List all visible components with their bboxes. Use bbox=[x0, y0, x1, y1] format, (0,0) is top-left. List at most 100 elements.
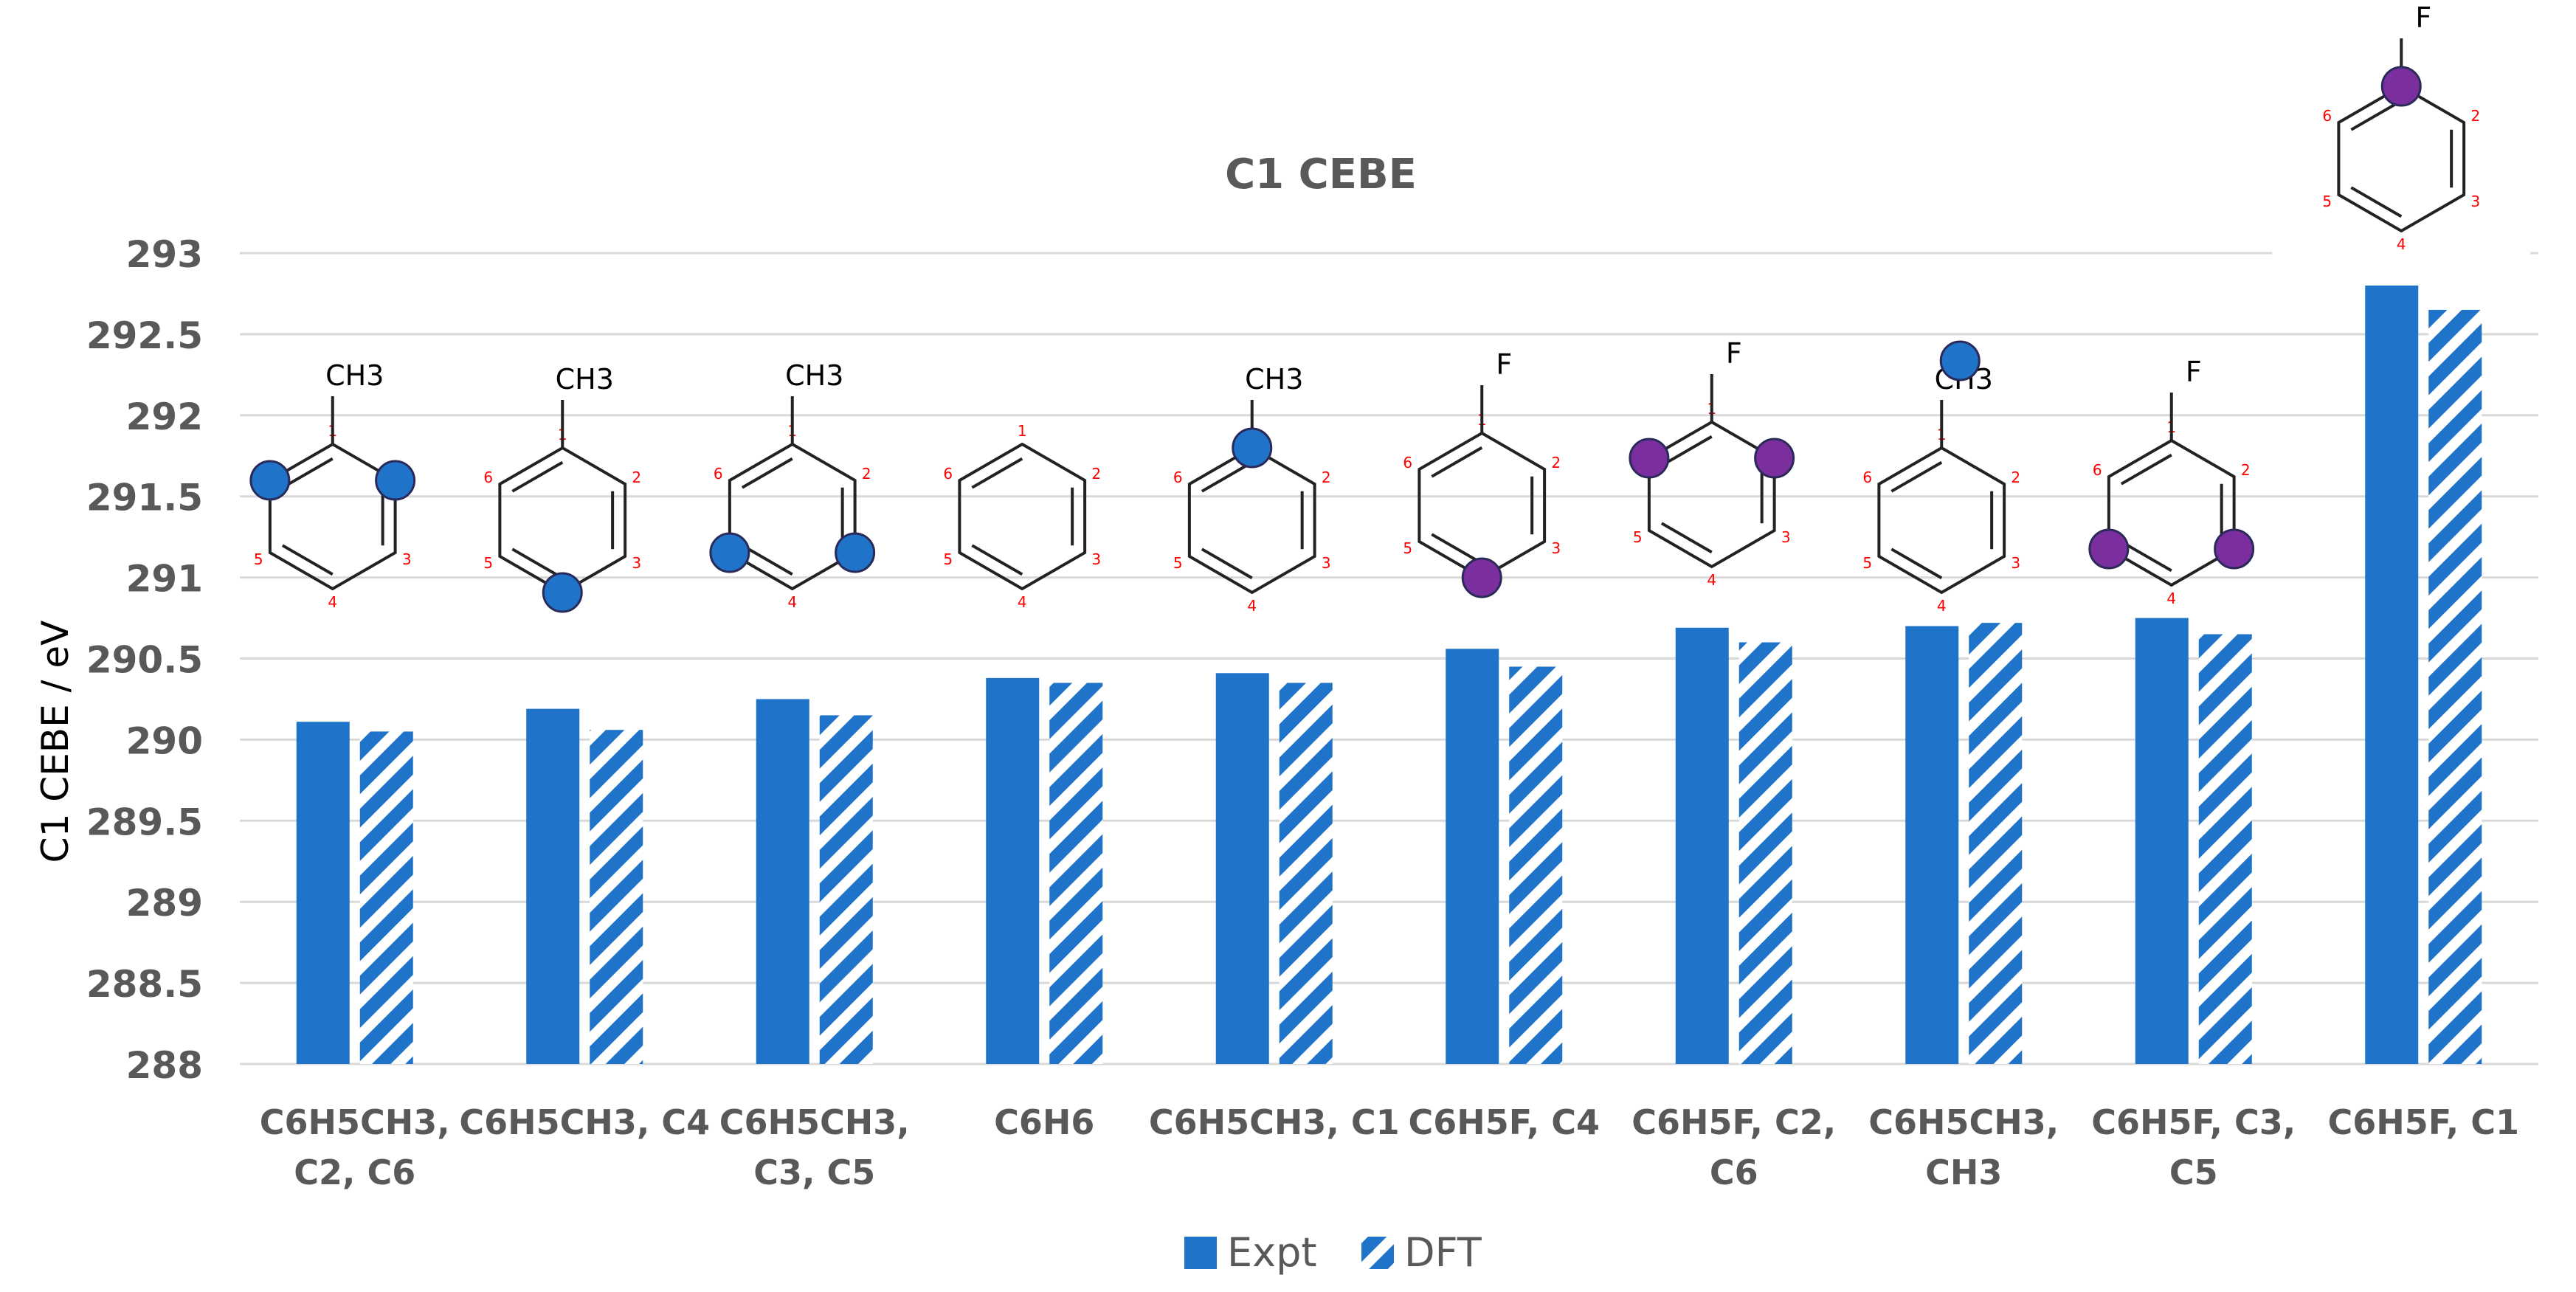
ring-position-number: 6 bbox=[1173, 469, 1183, 486]
ring-position-number: 2 bbox=[2011, 469, 2020, 486]
molecule-inset: 123456CH3 bbox=[483, 363, 641, 615]
x-category-label: C6H5CH3, CH3 bbox=[1868, 1102, 2059, 1192]
legend: Expt DFT bbox=[1184, 1229, 1482, 1276]
ring-position-number: 6 bbox=[483, 469, 493, 486]
molecule-inset: 123456F bbox=[1629, 337, 1795, 589]
ring-position-number: 5 bbox=[483, 554, 493, 572]
molecule-inset: 123456F bbox=[2272, 1, 2531, 258]
highlighted-atom-marker bbox=[375, 460, 416, 501]
ring-position-number: 5 bbox=[2322, 193, 2332, 210]
highlighted-atom-marker bbox=[1754, 438, 1795, 479]
molecule-inset: 123456CH3 bbox=[249, 359, 416, 611]
double-bond bbox=[1660, 435, 1713, 467]
molecule-inset: 1 2 3 4 5 6 bbox=[943, 422, 1101, 611]
y-axis-ticks: 288 288.5 289 289.5 290 290.5 291 291.5 292 292.5… bbox=[86, 233, 203, 1087]
x-category-line: C6H5CH3, bbox=[260, 1102, 450, 1142]
double-bond bbox=[1890, 547, 1943, 580]
highlighted-atom-marker bbox=[2088, 528, 2130, 570]
x-category-label: C6H5F, C1 bbox=[2327, 1102, 2519, 1142]
x-category-line: C6H5F, C2, bbox=[1631, 1102, 1836, 1142]
bar-dft bbox=[1969, 623, 2023, 1064]
bar-expt bbox=[2365, 285, 2419, 1065]
benzene-ring bbox=[1877, 446, 2006, 595]
bar-dft bbox=[1049, 683, 1103, 1064]
x-category-label: C6H5F, C3, C5 bbox=[2091, 1102, 2296, 1192]
substituent-label: F bbox=[2415, 1, 2431, 34]
double-bond bbox=[1890, 460, 1943, 493]
x-category-line: C5 bbox=[2169, 1153, 2218, 1192]
substituent-label: CH3 bbox=[785, 359, 843, 392]
bar-expt bbox=[2135, 618, 2189, 1064]
highlighted-atom-marker bbox=[709, 532, 750, 573]
bar-dft bbox=[590, 730, 643, 1064]
ring-position-number: 5 bbox=[1862, 554, 1872, 572]
ring-position-number: 2 bbox=[1551, 454, 1561, 471]
legend-label: Expt bbox=[1227, 1229, 1317, 1276]
highlighted-atom-marker bbox=[542, 572, 583, 613]
bar-dft bbox=[359, 731, 413, 1064]
ring-position-number: 4 bbox=[328, 593, 337, 611]
ring-position-number: 6 bbox=[1403, 454, 1412, 471]
x-category-line: CH3 bbox=[1925, 1153, 2002, 1192]
x-category-line: C3, C5 bbox=[753, 1153, 875, 1192]
molecule-inset: 123456F bbox=[1403, 348, 1561, 600]
double-bond bbox=[2350, 99, 2403, 131]
molecule-inset: 123456CH3 bbox=[709, 359, 876, 611]
double-bond bbox=[971, 544, 1023, 576]
ring-position-number: 6 bbox=[2093, 461, 2102, 479]
benzene-ring bbox=[728, 442, 857, 591]
bar-group bbox=[2365, 285, 2482, 1065]
bar-group bbox=[526, 708, 643, 1064]
bar-dft bbox=[2428, 309, 2482, 1064]
bar-dft bbox=[819, 715, 873, 1064]
double-bond bbox=[2350, 186, 2403, 218]
double-bond bbox=[741, 544, 793, 576]
bar-dft bbox=[1279, 683, 1333, 1064]
highlighted-atom-marker bbox=[1461, 557, 1502, 598]
double-bond bbox=[1201, 460, 1253, 493]
double-bond bbox=[511, 547, 564, 580]
substituent-label: F bbox=[1496, 348, 1512, 381]
ring-position-number: 6 bbox=[2322, 107, 2332, 125]
double-bond bbox=[511, 460, 564, 493]
y-tick-label: 291 bbox=[126, 558, 203, 601]
x-category-line: C6H5F, C4 bbox=[1408, 1102, 1600, 1142]
x-category-label: C6H5CH3, C3, C5 bbox=[719, 1102, 910, 1192]
ring-position-number: 5 bbox=[1633, 528, 1643, 546]
ring-position-number: 2 bbox=[632, 469, 641, 486]
benzene-ring bbox=[1187, 446, 1316, 595]
ring-position-number: 3 bbox=[1322, 554, 1331, 572]
bar-group bbox=[1675, 627, 1792, 1064]
ring-position-number: 2 bbox=[2470, 107, 2480, 125]
x-category-line: C6H5CH3, C1 bbox=[1149, 1102, 1400, 1142]
bar-dft bbox=[1509, 666, 1563, 1064]
molecule-inset: 123456CH3 bbox=[1173, 363, 1331, 615]
legend-label: DFT bbox=[1404, 1229, 1482, 1276]
ring-position-number: 3 bbox=[1551, 539, 1561, 557]
y-tick-label: 288.5 bbox=[86, 963, 203, 1006]
bar-expt bbox=[296, 722, 350, 1064]
bar-expt bbox=[756, 699, 809, 1064]
benzene-ring bbox=[2107, 438, 2236, 587]
x-category-label: C6H5F, C2, C6 bbox=[1631, 1102, 1836, 1192]
x-category-label: C6H6 bbox=[994, 1102, 1094, 1142]
y-tick-label: 290.5 bbox=[86, 639, 203, 682]
double-bond bbox=[1660, 522, 1713, 554]
highlighted-atom-marker bbox=[1232, 427, 1273, 469]
double-bond bbox=[1201, 547, 1253, 580]
ring-position-number: 2 bbox=[1322, 469, 1331, 486]
benzene-ring bbox=[958, 442, 1087, 591]
bars bbox=[296, 285, 2482, 1065]
y-tick-label: 291.5 bbox=[86, 477, 203, 519]
ring-position-number: 6 bbox=[714, 465, 723, 483]
bar-group bbox=[756, 699, 873, 1064]
x-category-label: C6H5F, C4 bbox=[1408, 1102, 1600, 1142]
ring-position-number: 2 bbox=[1091, 465, 1101, 483]
ring-position-number: 6 bbox=[943, 465, 953, 483]
substituent-label: F bbox=[2186, 356, 2202, 388]
bar-group bbox=[986, 677, 1103, 1064]
highlighted-atom-marker bbox=[249, 460, 291, 501]
highlighted-atom-marker bbox=[835, 532, 876, 573]
ring-position-number: 6 bbox=[1862, 469, 1872, 486]
bar-dft bbox=[1738, 642, 1792, 1064]
